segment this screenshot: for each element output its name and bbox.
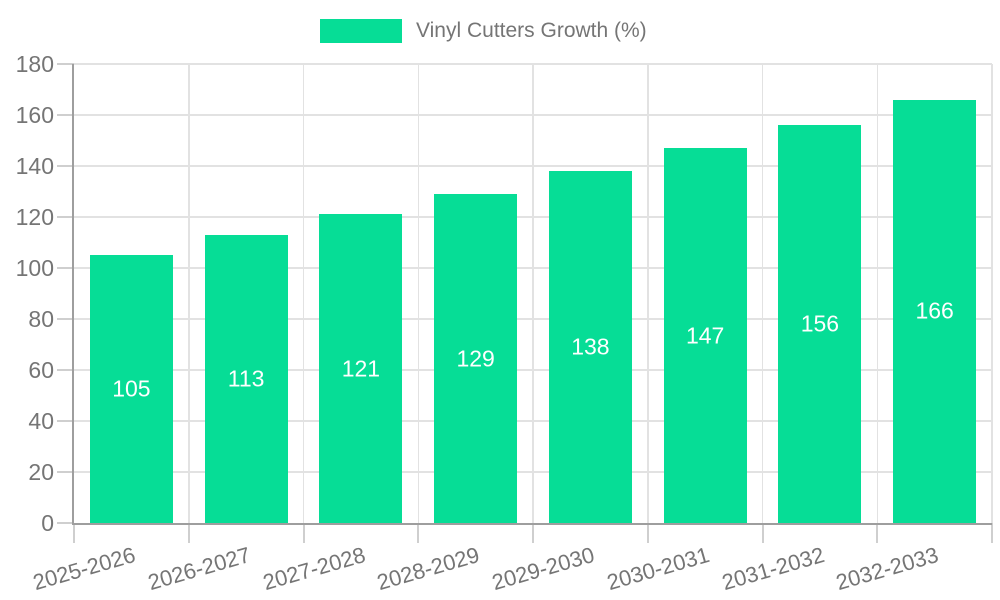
x-tick-label: 2031-2032 (718, 542, 827, 596)
bar (434, 194, 518, 523)
chart-legend[interactable]: Vinyl Cutters Growth (%) (0, 0, 1000, 55)
x-gridline (647, 64, 649, 523)
y-tick-label: 120 (15, 204, 54, 230)
y-axis-line (72, 64, 74, 523)
x-tick-mark (761, 523, 764, 543)
x-tick-mark (876, 523, 879, 543)
y-tick-label: 160 (15, 102, 54, 128)
bar-value-label: 147 (685, 322, 725, 349)
y-tick-label: 180 (15, 51, 54, 77)
x-gridline (302, 64, 305, 523)
y-tick-mark (57, 216, 74, 218)
bar (778, 125, 862, 523)
x-tick-label: 2025-2026 (30, 542, 139, 596)
bar (893, 99, 977, 523)
y-tick-mark (57, 114, 74, 116)
y-tick-mark (57, 165, 74, 167)
y-tick-label: 0 (41, 510, 54, 536)
y-tick-label: 100 (15, 255, 54, 281)
legend-swatch-icon (320, 19, 402, 43)
y-tick-mark (57, 318, 74, 320)
bar-value-label: 113 (227, 365, 265, 392)
y-tick-mark (57, 369, 74, 371)
x-tick-label: 2028-2029 (374, 542, 483, 596)
y-tick-label: 60 (28, 357, 54, 383)
bar (89, 255, 173, 523)
y-tick-label: 140 (15, 153, 54, 179)
x-axis-line (72, 523, 992, 525)
y-tick-mark (57, 63, 74, 65)
y-tick-label: 20 (28, 459, 54, 485)
y-tick-mark (57, 420, 74, 422)
x-tick-label: 2026-2027 (144, 542, 254, 596)
x-tick-label: 2032-2033 (833, 542, 942, 596)
bar-value-label: 129 (456, 345, 495, 372)
x-tick-mark (417, 523, 420, 543)
y-tick-mark (57, 522, 74, 524)
x-tick-mark (646, 523, 649, 543)
bar-value-label: 166 (915, 297, 954, 324)
bar (548, 171, 632, 523)
x-gridline (876, 64, 878, 523)
x-tick-mark (73, 523, 75, 543)
x-tick-label: 2029-2030 (489, 542, 598, 596)
y-tick-label: 40 (28, 408, 54, 434)
x-tick-mark (187, 523, 190, 543)
bar-value-label: 105 (112, 375, 151, 402)
bar (319, 214, 403, 523)
bar (663, 148, 747, 523)
y-tick-label: 80 (28, 306, 54, 332)
x-gridline (417, 64, 419, 523)
bar-value-label: 138 (571, 333, 610, 360)
x-tick-label: 2030-2031 (603, 542, 713, 596)
x-tick-label: 2027-2028 (259, 542, 368, 596)
bar-value-label: 156 (800, 310, 840, 337)
x-gridline (532, 64, 534, 523)
x-tick-mark (991, 523, 993, 543)
y-tick-mark (57, 471, 74, 473)
legend-label: Vinyl Cutters Growth (%) (416, 19, 647, 42)
y-tick-mark (57, 267, 74, 269)
x-tick-mark (532, 523, 534, 543)
x-gridline (188, 64, 190, 523)
x-gridline (761, 64, 764, 523)
x-tick-mark (302, 523, 305, 543)
bar-value-label: 121 (341, 355, 381, 382)
x-gridline (991, 64, 993, 523)
bar (204, 234, 288, 523)
